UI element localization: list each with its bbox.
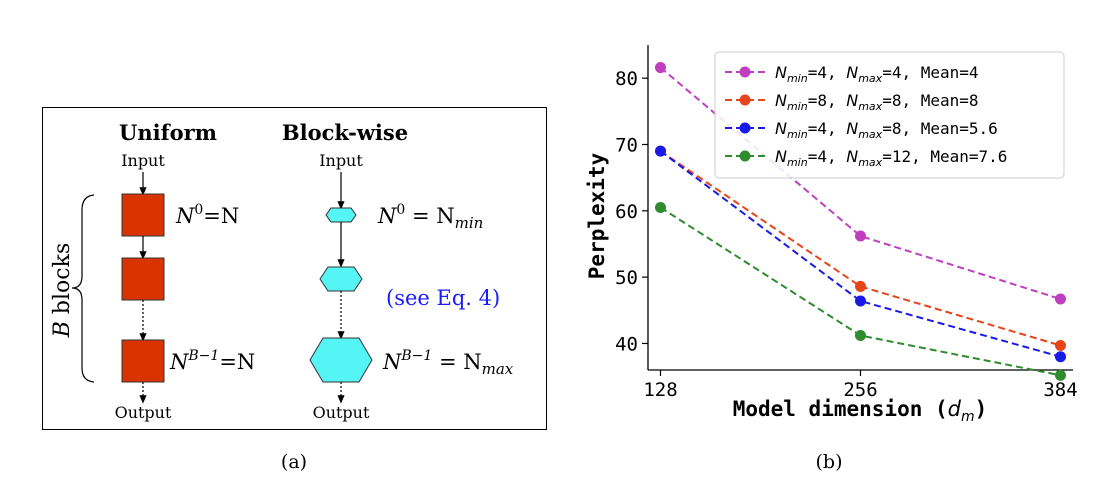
blocks-brace bbox=[71, 194, 95, 383]
legend-marker-1 bbox=[739, 66, 751, 78]
uniform-eq-first: N0=N bbox=[175, 202, 239, 228]
blockwise-eq-first: N0 = Nmin bbox=[377, 202, 483, 232]
series-line-1 bbox=[659, 66, 1061, 300]
see-eq-note: (see Eq. 4) bbox=[386, 286, 500, 310]
y-axis-label: Perplexity bbox=[585, 152, 609, 279]
legend-label-3: Nmin=4, Nmax=8, Mean=5.6 bbox=[775, 119, 998, 141]
blockwise-input-label: Input bbox=[319, 151, 363, 170]
uniform-input-label: Input bbox=[121, 151, 165, 170]
series-point-1 bbox=[655, 62, 666, 74]
chart-axes: 40 50 60 70 80 128 256 384 bbox=[615, 45, 1078, 401]
series-point-3 bbox=[1055, 351, 1066, 363]
y-tick-label: 40 bbox=[615, 333, 638, 355]
y-tick-label: 80 bbox=[615, 68, 638, 90]
x-tick-label: 384 bbox=[1043, 379, 1077, 401]
blockwise-block-last bbox=[309, 337, 373, 383]
blocks-brace-label: B blocks bbox=[50, 243, 75, 338]
diagram-panel-a bbox=[42, 107, 547, 430]
legend-box bbox=[714, 51, 1065, 179]
x-tick-label: 128 bbox=[643, 379, 677, 401]
x-tick-label: 256 bbox=[843, 379, 877, 401]
y-tick-label: 70 bbox=[615, 134, 638, 156]
uniform-eq-last: NB−1=N bbox=[169, 348, 255, 374]
legend-marker-2 bbox=[739, 94, 751, 106]
chart-legend: Nmin=4, Nmax=4, Mean=4 Nmin=8, Nmax=8, Me… bbox=[714, 51, 1065, 179]
uniform-title: Uniform bbox=[119, 120, 217, 145]
series-point-1 bbox=[1055, 293, 1066, 305]
x-axis-label: Model dimension (dm) bbox=[733, 397, 988, 425]
legend-marker-3 bbox=[739, 122, 751, 134]
blockwise-output-label: Output bbox=[313, 403, 370, 422]
caption-b: (b) bbox=[816, 451, 843, 473]
blockwise-block-1 bbox=[325, 207, 357, 223]
series-line-2 bbox=[659, 150, 1061, 347]
legend-label-4: Nmin=4, Nmax=12, Mean=7.6 bbox=[775, 147, 1007, 169]
series-point-2 bbox=[1055, 339, 1066, 351]
blockwise-title: Block-wise bbox=[282, 120, 408, 145]
legend-label-1: Nmin=4, Nmax=4, Mean=4 bbox=[775, 63, 979, 85]
uniform-block-last bbox=[121, 339, 165, 383]
uniform-block-2 bbox=[121, 257, 165, 301]
brace-symbol: B bbox=[50, 321, 75, 338]
series-point-2 bbox=[855, 280, 866, 292]
series-line-3 bbox=[659, 150, 1061, 358]
series-point-1 bbox=[855, 230, 866, 242]
y-tick-label: 60 bbox=[615, 201, 638, 223]
brace-text: blocks bbox=[50, 243, 75, 321]
series-point-4 bbox=[855, 330, 866, 342]
series-point-3 bbox=[855, 295, 866, 307]
series-point-3 bbox=[655, 145, 666, 157]
legend-label-2: Nmin=8, Nmax=8, Mean=8 bbox=[775, 91, 979, 113]
uniform-output-label: Output bbox=[115, 403, 172, 422]
chart-series bbox=[655, 62, 1066, 381]
uniform-block-1 bbox=[121, 193, 165, 237]
series-point-4 bbox=[1055, 369, 1066, 381]
series-point-4 bbox=[655, 202, 666, 213]
blockwise-eq-last: NB−1 = Nmax bbox=[382, 348, 514, 378]
y-tick-label: 50 bbox=[615, 267, 638, 289]
legend-marker-4 bbox=[739, 150, 751, 162]
caption-a: (a) bbox=[281, 451, 307, 473]
blockwise-block-2 bbox=[319, 266, 363, 292]
